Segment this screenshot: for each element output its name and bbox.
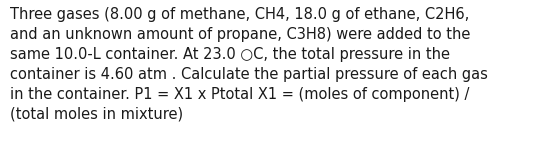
Text: Three gases (8.00 g of methane, CH4, 18.0 g of ethane, C2H6,
and an unknown amou: Three gases (8.00 g of methane, CH4, 18.… [10,7,488,122]
